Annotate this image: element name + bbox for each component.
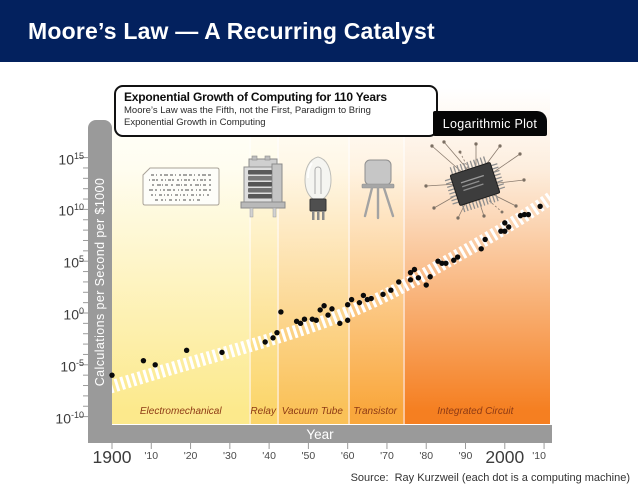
y-tick-label: 105 [63,254,84,271]
source-credit: Source: Ray Kurzweil (each dot is a comp… [350,472,630,484]
slide-header: Moore’s Law — A Recurring Catalyst [0,0,638,62]
era-label: Integrated Circuit [437,406,514,417]
x-tick-label: 2000 [485,447,525,467]
chart-title-box: Exponential Growth of Computing for 110 … [114,85,438,137]
x-axis-title: Year [306,426,334,442]
y-tick-label: 1015 [58,150,84,168]
x-tick-label: 1900 [92,447,132,467]
x-tick-label: '80 [419,450,434,462]
x-axis-bar: Year [88,425,552,443]
era-band [276,88,350,424]
chart-subtitle: Moore’s Law was the Fifth, not the First… [124,105,371,129]
chart-title: Exponential Growth of Computing for 110 … [124,90,387,104]
era-label: Transistor [353,406,398,417]
y-tick-label: 10-5 [60,357,84,375]
y-axis-bar: Calculations per Second per $1000 [88,120,112,443]
x-tick-label: '70 [380,450,394,462]
era-label: Relay [250,406,277,417]
era-band [249,88,279,424]
era-label: Electromechanical [139,406,222,417]
x-tick-label: '60 [340,450,355,462]
logarithmic-plot-badge: Logarithmic Plot [433,111,547,136]
slide-title: Moore’s Law — A Recurring Catalyst [28,17,435,44]
y-tick-label: 1010 [58,202,84,220]
x-tick-label: '10 [532,450,546,462]
y-tick-label: 100 [63,306,84,323]
x-tick-label: '10 [144,450,159,462]
x-tick-label: '40 [262,450,276,462]
era-band [112,88,250,424]
y-tick-label: 10-10 [55,409,84,427]
era-band [402,88,550,424]
x-tick-label: '50 [301,450,316,462]
era-band [347,88,405,424]
era-label: Vacuum Tube [281,406,343,417]
x-tick-label: '30 [222,450,237,462]
y-axis-title: Calculations per Second per $1000 [93,177,108,386]
x-tick-label: '20 [183,450,198,462]
x-tick-label: '90 [458,450,473,462]
